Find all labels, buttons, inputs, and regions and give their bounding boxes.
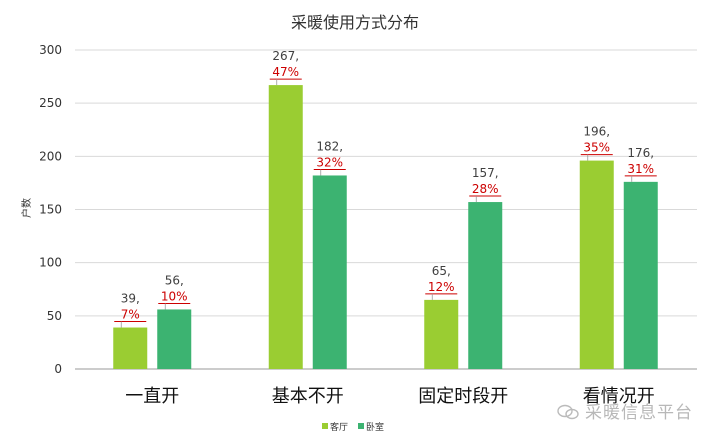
watermark: 采暖信息平台 [556,398,693,423]
x-tick-label: 基本不开 [272,386,344,407]
data-label-percent: 12% [428,280,455,294]
bar [113,327,148,369]
x-tick-label: 固定时段开 [418,386,508,407]
data-label-value: 56, [165,273,184,287]
y-tick-labels: 0 50 100 150 200 250 300 [39,43,62,376]
legend: 客厅 卧室 [322,421,384,433]
bar [268,85,303,369]
data-label-percent: 32% [316,155,343,169]
y-tick-label: 200 [39,149,62,163]
data-label-value: 65, [432,264,451,278]
y-tick-label: 150 [39,203,62,217]
watermark-text: 采暖信息平台 [585,403,693,423]
data-label-percent: 10% [161,289,188,303]
legend-label: 客厅 [330,421,348,433]
y-axis-label: 户数 [20,198,33,218]
bar [468,202,503,369]
y-tick-label: 50 [47,309,62,323]
data-label-percent: 35% [583,141,610,155]
bar [424,299,459,369]
data-label-value: 39, [121,292,140,306]
y-tick-label: 100 [39,256,62,270]
x-tick-label: 一直开 [125,386,179,407]
data-label-value: 176, [627,146,654,160]
chart-title: 采暖使用方式分布 [291,13,419,32]
legend-label: 卧室 [366,421,384,433]
x-tick-label: 看情况开 [583,386,655,407]
y-tick-label: 300 [39,43,62,57]
x-tick-labels: 一直开 基本不开 固定时段开 看情况开 [125,386,655,407]
bar [157,309,192,369]
data-labels: 39, 7% 56, 10% 267, 47% 182, 32% 65, 12% 157, 28% 19… [114,49,657,328]
y-tick-label: 0 [54,362,62,376]
bar [623,181,658,369]
data-label-percent: 47% [272,65,299,79]
data-label-percent: 28% [472,182,499,196]
wechat-icon [556,403,585,423]
data-label-value: 182, [316,139,343,153]
data-label-value: 157, [472,166,499,180]
bars [113,85,658,369]
data-label-percent: 7% [121,308,140,322]
y-tick-label: 250 [39,96,62,110]
data-label-value: 267, [272,49,299,63]
bar [579,160,614,369]
data-label-percent: 31% [627,162,654,176]
bar [312,175,347,369]
data-label-value: 196, [583,125,610,139]
legend-swatch [322,423,328,429]
legend-swatch [358,423,364,429]
